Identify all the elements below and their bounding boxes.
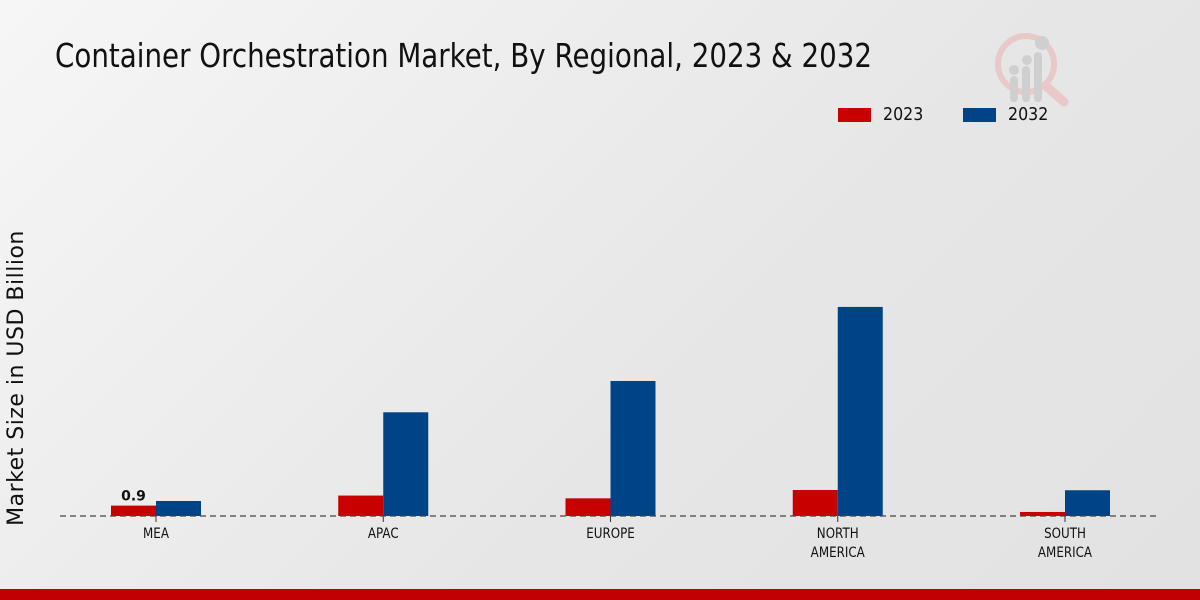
- legend: 2023 2032: [838, 104, 1088, 125]
- bar-2032-south-america: [1065, 490, 1110, 516]
- bar-2032-mea: [156, 500, 201, 516]
- bar-2023-mea: [111, 505, 156, 516]
- x-tick-label: NORTH AMERICA: [811, 526, 865, 561]
- legend-item-2032: 2032: [962, 104, 1054, 125]
- chart-title: Container Orchestration Market, By Regio…: [55, 36, 873, 75]
- x-tick-label: EUROPE: [586, 526, 635, 542]
- x-tick-label: APAC: [368, 526, 399, 542]
- bar-2023-north-america: [792, 490, 838, 516]
- legend-swatch-2023: [838, 107, 871, 122]
- bar-2023-south-america: [1020, 511, 1065, 516]
- bar-2023-apac: [338, 495, 384, 516]
- bar-2032-europe: [610, 380, 656, 516]
- x-tick-label: SOUTH AMERICA: [1038, 526, 1092, 561]
- legend-label-2032: 2032: [1007, 104, 1049, 125]
- bottom-accent-bar: [0, 589, 1200, 600]
- legend-swatch-2032: [962, 107, 996, 122]
- bar-2032-apac: [383, 412, 429, 516]
- legend-item-2023: 2023: [838, 104, 929, 125]
- legend-label-2023: 2023: [883, 104, 924, 125]
- data-label: 0.9: [121, 489, 146, 505]
- bar-2023-europe: [565, 498, 611, 516]
- bar-2032-north-america: [837, 306, 883, 516]
- watermark-logo-icon: [995, 33, 1069, 107]
- x-tick-label: MEA: [143, 526, 169, 542]
